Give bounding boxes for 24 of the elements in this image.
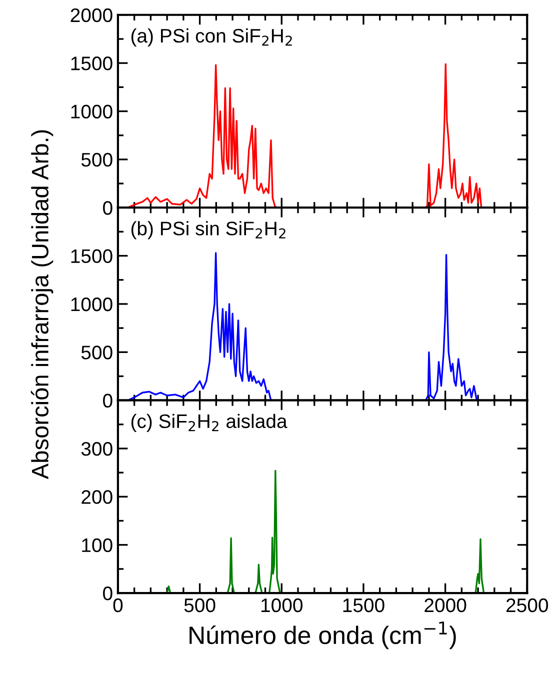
x-tick-label: 1500 [343,598,384,612]
annotation: (c) SiF$_{2}$H$_{2}$ aislada [131,414,288,432]
x-tick-label: 1000 [261,598,302,612]
y-tick-label: 500 [81,346,112,360]
y-tick-label: 1500 [71,249,112,264]
y-tick-label: 1000 [71,104,112,118]
y-tick-label: 1500 [71,56,112,70]
y-tick-label: 100 [82,538,112,552]
x-tick-label: 0 [113,598,123,612]
y-tick-label: 0 [103,586,112,600]
y-tick-label: 500 [81,152,112,167]
y-tick-label: 0 [103,394,112,408]
x-tick-label: 500 [184,598,216,612]
x-tick-label: 2000 [424,598,466,612]
x-tick-label: 2500 [506,598,548,612]
y-tick-label: 200 [82,490,112,504]
y-tick-label: 0 [103,201,112,215]
y-tick-label: 2000 [70,8,112,22]
y-tick-label: 1000 [71,297,112,312]
annotation: (a) PSi con SiF$_{2}$H$_{2}$ [131,28,292,46]
y-axis-title: Absorción infrarroja (Unidad Arb.) [30,130,54,480]
y-tick-label: 300 [81,442,112,456]
x-axis-title: Número de onda (cm$^{−1}$) [190,622,456,650]
annotation: (b) PSi sin SiF$_{2}$H$_{2}$ [131,221,286,240]
